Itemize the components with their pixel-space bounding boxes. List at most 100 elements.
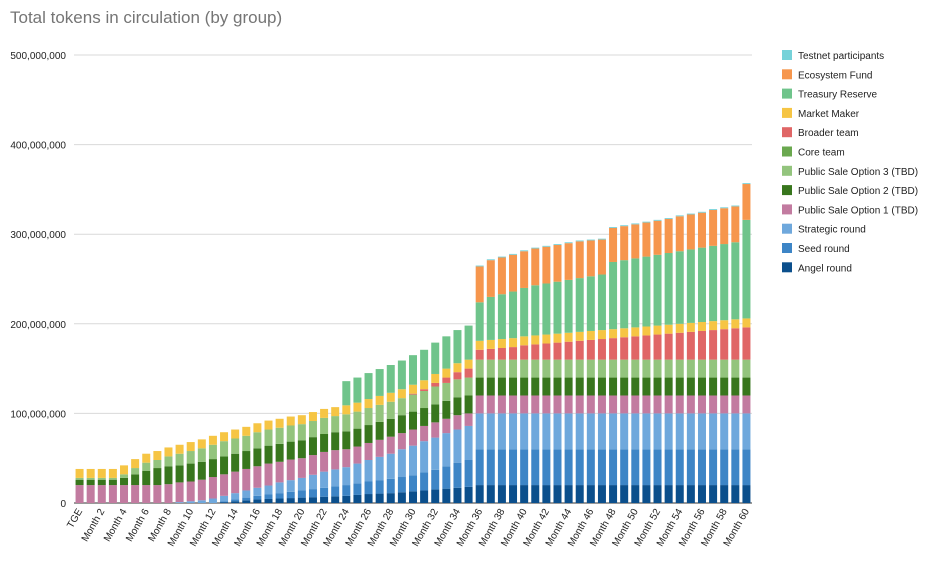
bar-segment	[297, 440, 306, 459]
bar-segment	[597, 359, 606, 378]
bar-segment	[620, 449, 629, 486]
bar-segment	[420, 472, 429, 491]
bar-segment	[597, 339, 606, 360]
bar-segment	[520, 345, 529, 360]
bar-segment	[475, 395, 484, 414]
bar-segment	[431, 404, 440, 423]
bar-segment	[509, 359, 518, 378]
bar-segment	[242, 500, 251, 503]
bar-segment	[331, 432, 340, 451]
bar-segment	[497, 359, 506, 378]
bar-segment	[742, 359, 751, 378]
bar-segment	[264, 429, 273, 446]
bar-segment	[653, 377, 662, 396]
bar-segment	[386, 401, 395, 419]
bar-segment	[153, 468, 162, 486]
bar-segment	[97, 479, 106, 486]
bar-segment	[509, 338, 518, 348]
bar-segment	[697, 330, 706, 360]
bar-segment	[709, 321, 718, 331]
bar-segment	[320, 408, 329, 418]
bar-segment	[553, 333, 562, 343]
bar-segment	[697, 212, 706, 248]
bar-segment	[497, 294, 506, 340]
bar-segment	[131, 468, 140, 475]
bar-segment	[464, 486, 473, 503]
bar-segment	[553, 485, 562, 503]
bar-segment	[342, 431, 351, 450]
bar-segment	[675, 332, 684, 360]
bar-segment	[275, 482, 284, 494]
bar-segment	[308, 474, 317, 490]
bar-segment	[297, 477, 306, 491]
bar-segment	[397, 433, 406, 450]
bar-segment	[386, 418, 395, 437]
bar-segment	[709, 485, 718, 503]
bar-segment	[208, 498, 217, 503]
bar-segment	[397, 492, 406, 503]
legend-swatch	[782, 146, 792, 157]
bar-segment	[231, 499, 240, 502]
bar-segment	[642, 335, 651, 360]
bar-segment	[120, 474, 129, 478]
bar-segment	[509, 347, 518, 360]
bar-segment	[275, 461, 284, 483]
bar-segment	[242, 497, 251, 501]
bar-segment	[742, 219, 751, 319]
bar-segment	[342, 467, 351, 486]
bar-segment	[308, 421, 317, 438]
bar-segment	[364, 399, 373, 409]
bar-segment	[408, 384, 418, 394]
bar-segment	[564, 279, 573, 333]
bar-segment	[709, 330, 718, 360]
bar-segment	[620, 260, 629, 329]
bar-segment	[331, 416, 340, 433]
bar-segment	[542, 359, 551, 378]
bar-segment	[86, 468, 95, 478]
bar-segment	[720, 449, 729, 486]
bar-segment	[175, 465, 184, 483]
bar-segment	[220, 456, 229, 475]
bar-segment	[464, 425, 473, 460]
bar-segment	[153, 485, 162, 503]
bar-segment	[408, 355, 418, 385]
bar-segment	[686, 395, 695, 414]
bar-segment	[342, 495, 351, 503]
bar-segment	[97, 485, 106, 503]
bar-segment	[308, 437, 317, 456]
bar-segment	[386, 453, 395, 479]
bar-segment	[609, 227, 618, 262]
bar-segment	[164, 447, 173, 457]
bar-segment	[520, 359, 529, 378]
bar-segment	[631, 359, 640, 378]
bar-segment	[408, 429, 418, 446]
bar-segment	[520, 251, 529, 288]
bar-segment	[397, 415, 406, 434]
bar-segment	[375, 369, 384, 396]
bar-segment	[453, 415, 462, 430]
bar-segment	[542, 413, 551, 450]
bar-segment	[131, 459, 140, 469]
bar-segment	[564, 359, 573, 378]
bar-segment	[464, 359, 473, 369]
bar-segment	[297, 424, 306, 441]
bar-segment	[597, 239, 606, 275]
bar-segment	[275, 498, 284, 503]
bar-segment	[253, 499, 262, 503]
bar-segment	[497, 339, 506, 348]
bar-segment	[308, 455, 317, 475]
legend-entry: Core team	[798, 148, 845, 159]
bar-segment	[453, 462, 462, 488]
bar-segment	[442, 377, 451, 383]
bar-segment	[686, 214, 695, 250]
bar-segment	[175, 453, 184, 466]
bar-segment	[631, 449, 640, 486]
bar-segment	[520, 336, 529, 346]
bar-segment	[175, 502, 184, 503]
legend-swatch	[782, 69, 792, 80]
bar-segment	[597, 330, 606, 340]
bar-segment	[442, 336, 451, 369]
bar-segment	[453, 372, 462, 380]
bar-segment	[197, 439, 206, 449]
bar-segment	[231, 501, 240, 503]
